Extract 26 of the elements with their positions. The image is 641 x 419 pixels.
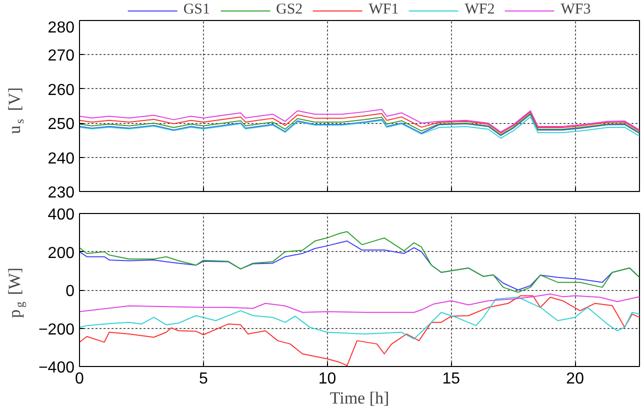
y-tick-label: 200: [48, 244, 75, 262]
y-axis-title: us [V]: [5, 87, 26, 134]
y-tick-label: −200: [38, 321, 75, 338]
y-tick-label: 400: [48, 206, 75, 224]
line-series: [80, 231, 640, 293]
line-series: [80, 294, 640, 313]
x-tick-label: 5: [198, 370, 208, 388]
line-series: [80, 296, 640, 340]
x-axis-title: Time [h]: [330, 388, 390, 408]
legend-label: WF1: [368, 2, 399, 18]
legend-label: GS1: [183, 2, 210, 18]
x-tick-label: 10: [318, 370, 336, 388]
y-tick-label: 230: [48, 184, 75, 202]
y-tick-label: 0: [66, 283, 75, 300]
y-tick-label: −400: [38, 360, 75, 376]
x-tick-label: 20: [566, 370, 584, 388]
legend-label: GS2: [276, 2, 303, 18]
y-tick-label: 260: [48, 82, 75, 99]
legend-label: WF2: [464, 2, 495, 18]
x-tick-label: 15: [442, 370, 460, 388]
y-tick-label: 250: [48, 116, 75, 134]
legend-label: WF3: [560, 2, 591, 18]
y-tick-label: 280: [48, 20, 75, 36]
y-axis-title: pg [W]: [5, 268, 26, 318]
y-tick-label: 270: [48, 48, 75, 65]
y-tick-label: 240: [48, 150, 75, 168]
